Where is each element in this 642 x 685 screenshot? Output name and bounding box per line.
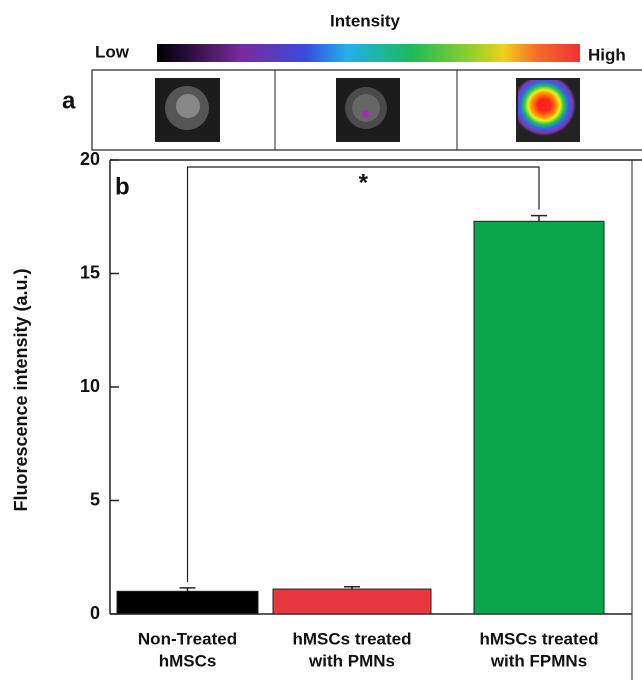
- significance-label: *: [359, 169, 369, 196]
- x-tick-label: hMSCs treated: [479, 629, 598, 648]
- x-tick-label: with PMNs: [308, 651, 395, 670]
- bar: [273, 589, 431, 614]
- y-tick-label: 0: [90, 603, 100, 623]
- x-tick-label: Non-Treated: [138, 629, 237, 648]
- y-tick-label: 15: [80, 262, 100, 282]
- figure: Intensity Low High a b Fluorescence inte…: [0, 0, 642, 680]
- image: [155, 78, 220, 142]
- y-tick-label: 5: [90, 489, 100, 509]
- x-tick-label: with FPMNs: [490, 651, 587, 670]
- x-tick-label: hMSCs treated: [292, 629, 411, 648]
- panel-label: a: [62, 87, 76, 114]
- colorbar-high: High: [588, 45, 626, 64]
- colorbar-title: Intensity: [330, 11, 400, 30]
- y-axis-label: Fluorescence intensity (a.u.): [11, 268, 31, 511]
- bar: [474, 221, 604, 614]
- image: [516, 78, 580, 142]
- colorbar: [157, 44, 580, 62]
- x-tick-label: hMSCs: [159, 651, 217, 670]
- panel-label: b: [115, 173, 130, 200]
- bar: [117, 591, 258, 614]
- y-tick-label: 10: [80, 376, 100, 396]
- image: [336, 78, 400, 142]
- colorbar-low: Low: [95, 42, 130, 61]
- y-tick-label: 20: [80, 149, 100, 169]
